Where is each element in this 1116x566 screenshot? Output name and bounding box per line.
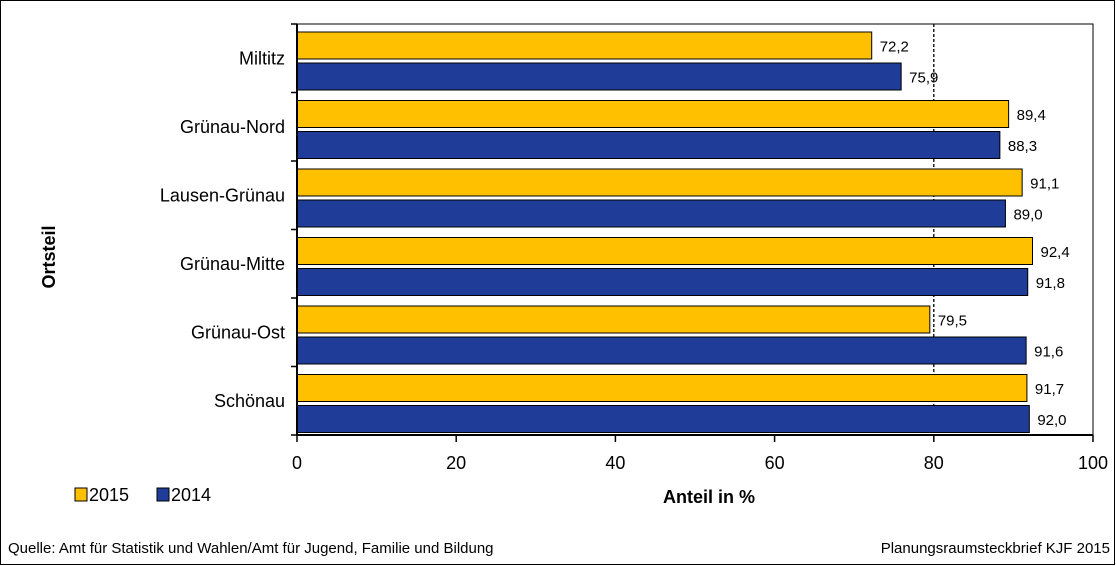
bar-2015-0 [296, 31, 873, 60]
legend-label-2014: 2014 [171, 485, 211, 505]
category-label: Schönau [214, 391, 285, 411]
data-label: 72,2 [880, 39, 909, 56]
x-tick-label: 80 [924, 453, 944, 473]
bar-2014-2 [296, 199, 1006, 228]
x-tick-label: 60 [765, 453, 785, 473]
bar-2015-4 [296, 305, 931, 334]
data-label: 89,4 [1017, 107, 1046, 124]
category-label: Grünau-Mitte [180, 254, 285, 274]
data-label: 75,9 [909, 70, 938, 87]
bar-2015-2 [296, 168, 1023, 197]
plot-border [296, 23, 1094, 436]
bar-2014-1 [296, 131, 1001, 159]
data-label: 92,4 [1041, 244, 1070, 261]
bar-2015-3 [296, 237, 1034, 265]
legend: 2015 2014 [74, 485, 211, 505]
legend-swatch-2015 [74, 487, 88, 502]
brief-note: Planungsraumsteckbrief KJF 2015 [880, 540, 1110, 557]
category-label: Miltitz [239, 48, 285, 68]
category-label: Lausen-Grünau [160, 185, 285, 205]
legend-swatch-2014 [156, 487, 170, 502]
data-label: 79,5 [938, 313, 967, 330]
legend-label-2015: 2015 [89, 485, 129, 505]
plot-area [296, 23, 1094, 436]
bar-2015-1 [296, 100, 1010, 128]
category-label: Grünau-Nord [180, 117, 285, 137]
y-axis-title: Ortsteil [39, 225, 59, 288]
x-tick-label: 100 [1078, 453, 1108, 473]
bar-2014-3 [296, 268, 1029, 296]
data-label: 91,7 [1035, 381, 1064, 398]
data-label: 92,0 [1037, 412, 1066, 429]
category-label: Grünau-Ost [191, 322, 285, 342]
data-label: 89,0 [1013, 207, 1042, 224]
x-axis-title: Anteil in % [663, 487, 755, 507]
data-label: 91,6 [1034, 344, 1063, 361]
data-label: 88,3 [1008, 138, 1037, 155]
bar-2014-5 [296, 405, 1030, 433]
x-tick-label: 40 [605, 453, 625, 473]
data-label: 91,8 [1036, 275, 1065, 292]
source-note: Quelle: Amt für Statistik und Wahlen/Amt… [8, 540, 494, 557]
data-label: 91,1 [1030, 176, 1059, 193]
bar-2015-5 [296, 374, 1028, 402]
x-tick-label: 20 [446, 453, 466, 473]
x-tick-label: 0 [292, 453, 302, 473]
bar-2014-0 [296, 62, 902, 91]
bar-2014-4 [296, 336, 1027, 365]
